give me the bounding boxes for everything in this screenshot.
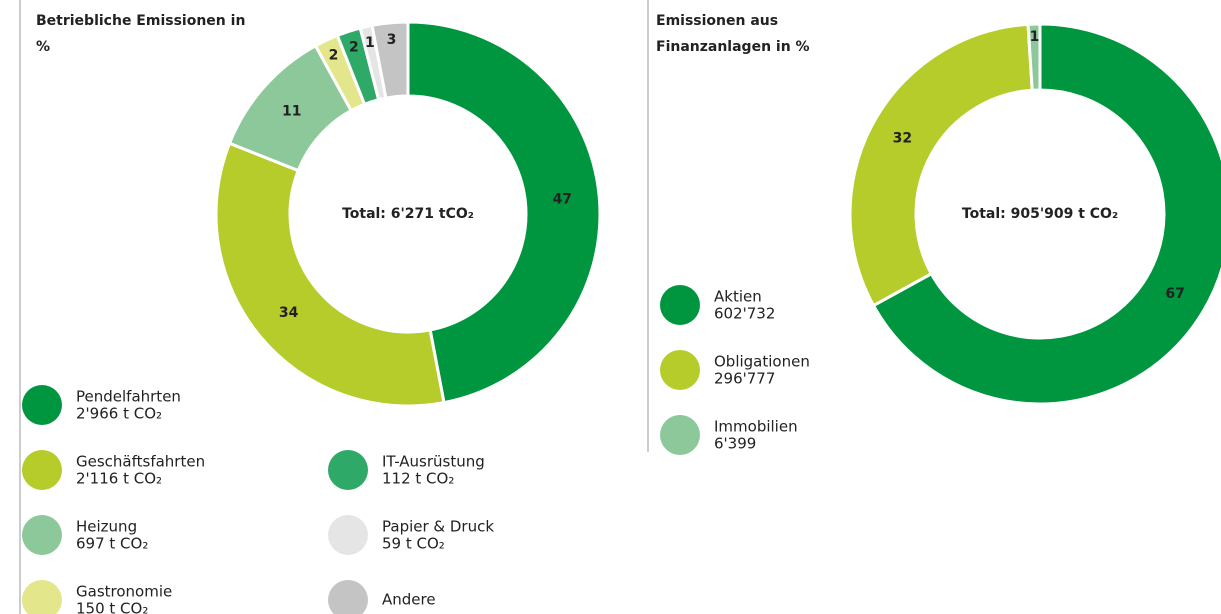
data-label: 47 <box>553 191 572 207</box>
legend-swatch <box>22 385 62 425</box>
legend-detail: 602'732 <box>714 305 775 323</box>
data-label: 2 <box>329 48 339 64</box>
slice <box>848 22 1034 308</box>
legend-swatch <box>660 285 700 325</box>
legend-label: Geschäftsfahrten <box>76 453 205 471</box>
center-label: Total: 905'909 t CO₂ <box>962 206 1118 222</box>
legend-label: Heizung <box>76 518 137 536</box>
data-label: 34 <box>279 305 299 321</box>
legend-detail: 2'116 t CO₂ <box>76 470 162 488</box>
data-label: 11 <box>282 103 301 119</box>
legend-swatch <box>22 580 62 614</box>
data-label: 3 <box>387 32 397 48</box>
data-label: 1 <box>365 35 375 51</box>
slice <box>214 141 446 408</box>
slice <box>1026 22 1042 92</box>
legend-label: Aktien <box>714 288 762 306</box>
legend-swatch <box>328 515 368 555</box>
legend-swatch <box>328 580 368 614</box>
legend-label: Andere <box>382 591 436 609</box>
slice <box>370 20 410 100</box>
chart-title: Betriebliche Emissionen in % <box>36 13 246 55</box>
slice <box>871 22 1221 406</box>
legend-detail: 296'777 <box>714 370 775 388</box>
legend-detail: 59 t CO₂ <box>382 535 445 553</box>
data-label: 2 <box>349 40 359 56</box>
legend-detail: 697 t CO₂ <box>76 535 148 553</box>
legend-swatch <box>660 350 700 390</box>
legend-label: Papier & Druck <box>382 518 494 536</box>
data-label: 32 <box>893 130 912 146</box>
legend-label: Obligationen <box>714 353 810 371</box>
legend-detail: 112 t CO₂ <box>382 470 454 488</box>
legend-label: Pendelfahrten <box>76 388 181 406</box>
legend-swatch <box>328 450 368 490</box>
slice <box>406 20 602 405</box>
legend-detail: 2'966 t CO₂ <box>76 405 162 423</box>
data-label: 67 <box>1165 286 1184 302</box>
legend-label: Gastronomie <box>76 583 172 601</box>
chart-title: Emissionen aus Finanzanlagen in % <box>656 13 810 55</box>
data-label: 1 <box>1030 29 1040 45</box>
legend-label: Immobilien <box>714 418 798 436</box>
legend-detail: 6'399 <box>714 435 756 453</box>
legend-swatch <box>660 415 700 455</box>
legend-swatch <box>22 515 62 555</box>
legend-label: IT-Ausrüstung <box>382 453 485 471</box>
center-label: Total: 6'271 tCO₂ <box>342 206 474 222</box>
legend-detail: 150 t CO₂ <box>76 600 148 614</box>
legend-swatch <box>22 450 62 490</box>
